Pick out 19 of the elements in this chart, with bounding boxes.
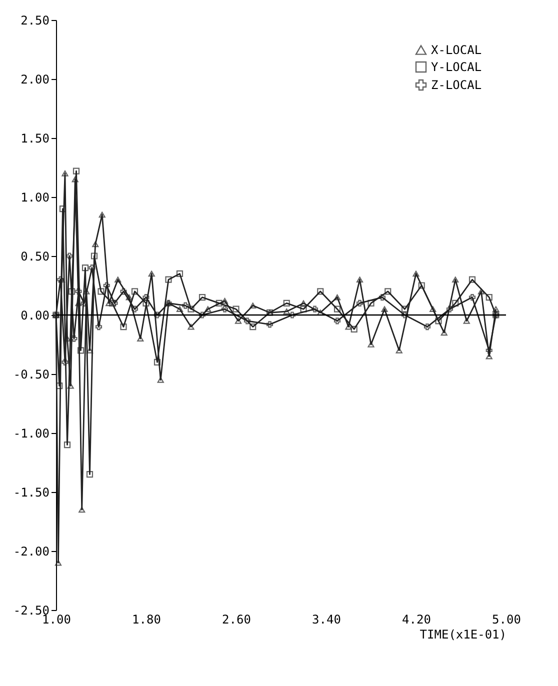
x-tick-label: 3.40 <box>312 612 341 626</box>
legend-label: X-LOCAL <box>431 43 482 57</box>
y-tick-label: 2.00 <box>20 72 50 86</box>
legend-label: Y-LOCAL <box>431 60 482 74</box>
x-tick-label: 4.20 <box>402 612 431 626</box>
y-tick-label: 1.00 <box>20 190 50 204</box>
x-tick-label: 2.60 <box>222 612 251 626</box>
y-tick-label: -1.00 <box>13 426 50 440</box>
x-axis-title: TIME(x1E-01) <box>420 628 506 642</box>
x-tick-label: 5.00 <box>492 612 521 626</box>
y-tick-label: 1.50 <box>20 132 50 146</box>
y-tick-label: 2.50 <box>20 14 50 28</box>
legend-label: Z-LOCAL <box>431 78 482 92</box>
y-tick-label: 0.00 <box>20 308 50 322</box>
x-tick-label: 1.80 <box>132 612 161 626</box>
y-tick-label: -0.50 <box>13 368 50 382</box>
y-tick-label: -2.00 <box>13 544 50 558</box>
y-tick-label: -1.50 <box>13 486 50 500</box>
y-tick-label: 0.50 <box>20 250 50 264</box>
